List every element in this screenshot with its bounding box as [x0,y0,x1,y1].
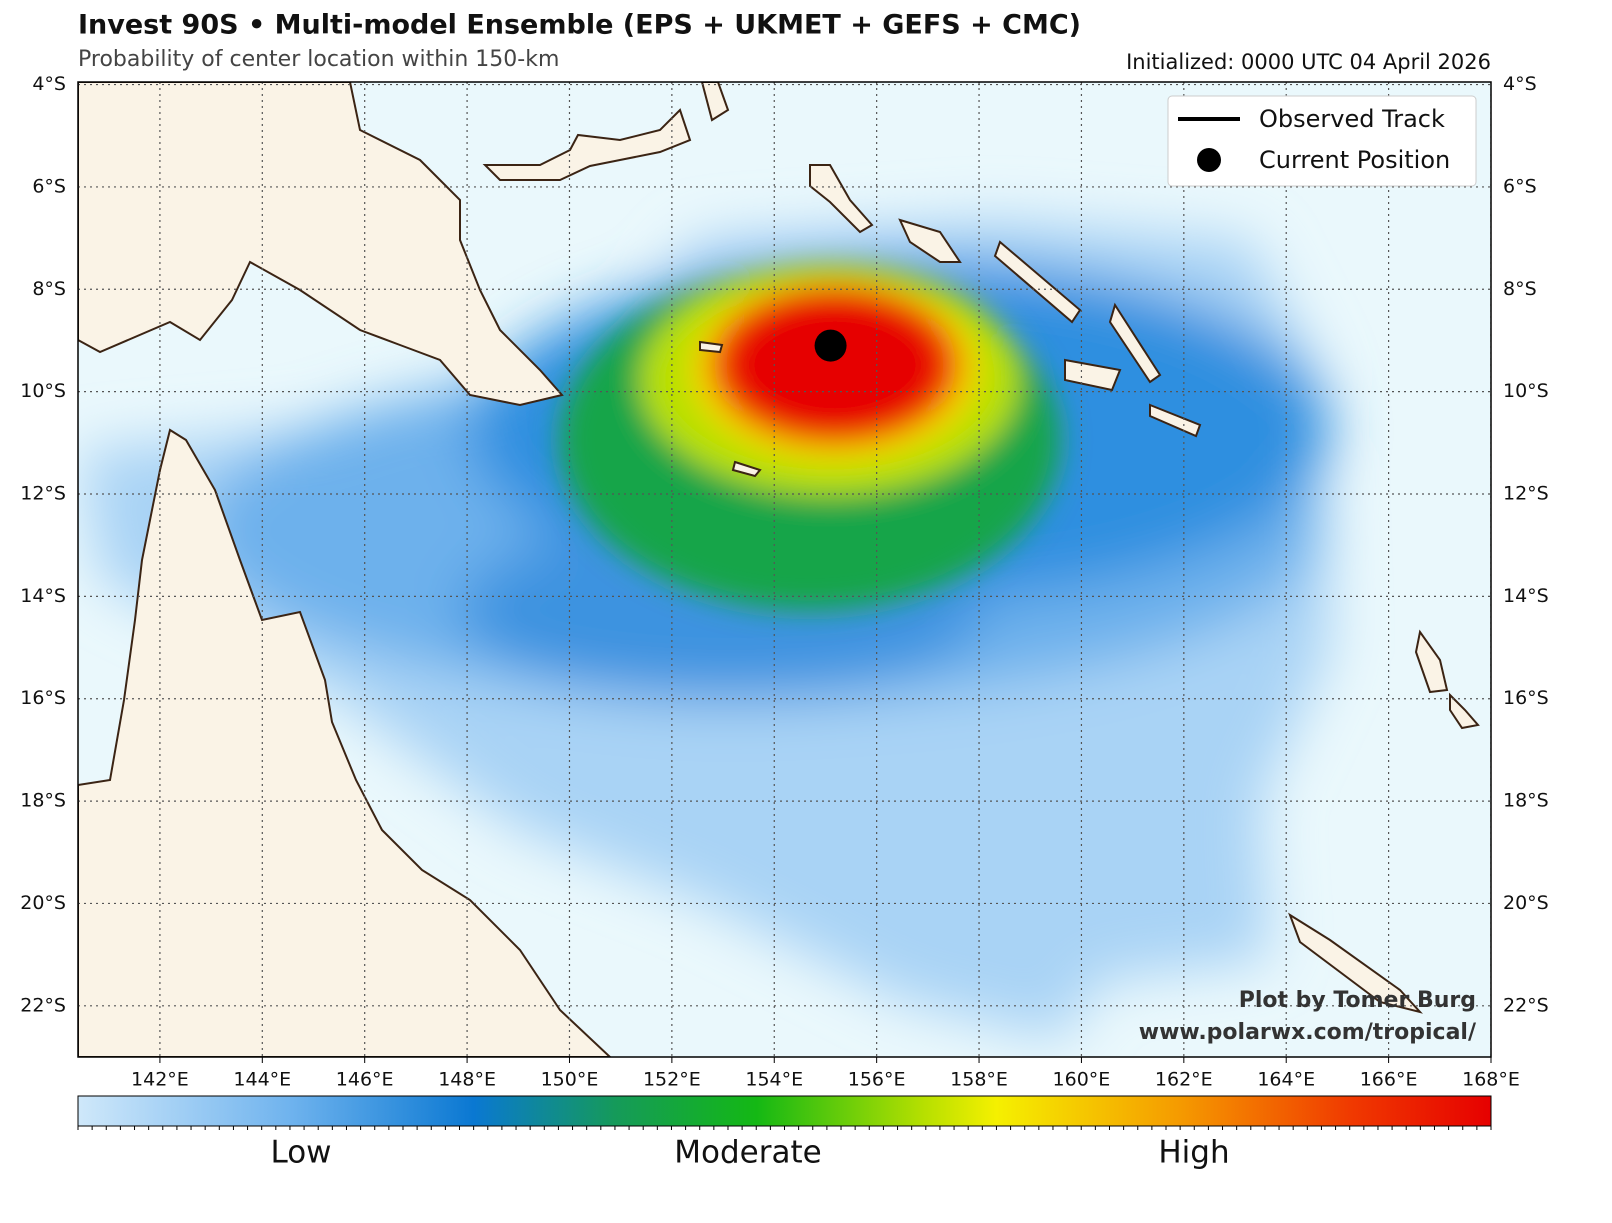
y-tick-label-right: 22°S [1503,994,1549,1016]
y-tick-label: 8°S [32,278,66,300]
legend-label: Current Position [1259,146,1450,174]
colorbar-label: Low [270,1135,331,1171]
title: Invest 90S • Multi-model Ensemble (EPS +… [78,10,1081,41]
y-tick-label: 12°S [20,483,66,505]
legend-box [1167,95,1477,187]
x-tick-label: 156°E [848,1069,906,1091]
colorbar-label: Moderate [674,1135,821,1171]
current-position [814,329,847,362]
x-tick-label: 142°E [131,1069,189,1091]
initialized-time: Initialized: 0000 UTC 04 April 2026 [1126,50,1491,74]
legend-label: Observed Track [1259,105,1445,133]
y-tick-label: 20°S [20,892,66,914]
y-tick-label-right: 20°S [1503,892,1549,914]
y-tick-label-right: 18°S [1503,790,1549,812]
y-tick-label-right: 6°S [1503,175,1537,197]
x-tick-label: 162°E [1155,1069,1213,1091]
colorbar-ticks [77,1126,1492,1130]
y-tick-label-right: 14°S [1503,585,1549,607]
x-tick-label: 152°E [643,1069,701,1091]
y-tick-label: 16°S [20,687,66,709]
y-tick-label-right: 8°S [1503,278,1537,300]
x-tick-label: 148°E [438,1069,496,1091]
x-tick-label: 154°E [745,1069,803,1091]
y-tick-label: 4°S [32,73,66,95]
y-tick-label: 10°S [20,380,66,402]
x-tick-label: 160°E [1053,1069,1111,1091]
y-tick-label: 22°S [20,994,66,1016]
x-tick-label: 158°E [950,1069,1008,1091]
x-tick-label: 150°E [541,1069,599,1091]
probability-field [80,220,1330,1040]
x-tick-label: 168°E [1462,1069,1520,1091]
x-tick-label: 164°E [1257,1069,1315,1091]
y-tick-label-right: 12°S [1503,483,1549,505]
legend: Observed Track Current Position [1167,95,1477,187]
colorbar-label: High [1158,1135,1229,1171]
x-tick-label: 146°E [336,1069,394,1091]
graticule [78,82,1491,1057]
y-tick-label: 6°S [32,175,66,197]
y-tick-label: 14°S [20,585,66,607]
y-tick-label-right: 4°S [1503,73,1537,95]
subtitle: Probability of center location within 15… [78,47,559,72]
y-tick-label-right: 16°S [1503,687,1549,709]
x-tick-label: 144°E [233,1069,291,1091]
coastlines [78,82,1480,1057]
map-area [78,82,1491,1057]
credit: www.polarwx.com/tropical/ [1139,1020,1477,1045]
y-tick-label-right: 10°S [1503,380,1549,402]
credit: Plot by Tomer Burg [1239,988,1476,1013]
y-tick-label: 18°S [20,790,66,812]
map-frame [77,81,1492,1058]
x-tick-label: 166°E [1360,1069,1418,1091]
colorbar [77,1095,1492,1127]
legend-position-symbol [1197,148,1221,172]
